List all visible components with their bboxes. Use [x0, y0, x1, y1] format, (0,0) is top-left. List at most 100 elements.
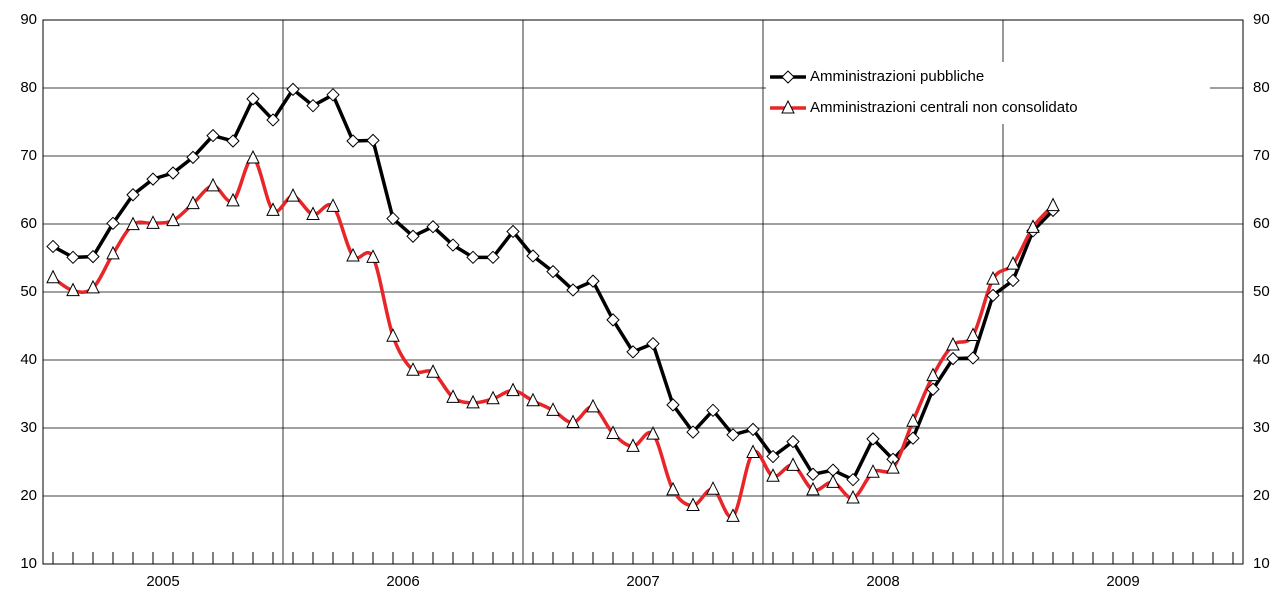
y-tick-label: 40 [20, 351, 37, 368]
marker [706, 403, 720, 418]
marker [406, 229, 420, 243]
marker [506, 224, 520, 239]
marker [506, 382, 520, 397]
marker [346, 247, 360, 262]
y2-tick-label: 50 [1253, 283, 1270, 300]
marker [386, 328, 400, 342]
marker [781, 70, 795, 84]
y-tick-label: 50 [20, 283, 37, 300]
marker [106, 245, 120, 260]
marker [1006, 273, 1020, 288]
marker [1046, 197, 1060, 212]
marker [706, 481, 720, 495]
marker [286, 188, 300, 202]
marker [686, 497, 700, 512]
y2-tick-label: 80 [1253, 79, 1270, 96]
marker [446, 238, 460, 252]
y-tick-label: 60 [20, 215, 37, 232]
y2-tick-label: 90 [1253, 11, 1270, 28]
marker [986, 270, 1000, 285]
y2-tick-label: 20 [1253, 487, 1270, 504]
marker [126, 216, 140, 231]
marker [546, 402, 560, 416]
marker [246, 149, 260, 164]
series-line [52, 87, 1055, 482]
marker [66, 282, 80, 297]
y-tick-label: 20 [20, 487, 37, 504]
marker [326, 88, 340, 102]
marker [586, 398, 600, 413]
marker [486, 390, 500, 405]
marker [626, 345, 640, 359]
marker [126, 188, 140, 202]
marker [406, 362, 420, 376]
marker [486, 250, 500, 265]
marker [86, 249, 100, 264]
marker [846, 472, 860, 487]
marker [86, 279, 100, 294]
marker [886, 460, 900, 474]
marker [166, 212, 180, 227]
marker [966, 327, 980, 342]
marker [346, 134, 360, 148]
marker [626, 438, 640, 452]
marker [781, 99, 795, 114]
marker [906, 431, 920, 445]
marker [1026, 219, 1040, 233]
plot-frame [42, 19, 1244, 565]
y2-tick-label: 70 [1253, 147, 1270, 164]
marker [366, 249, 380, 263]
x-group-label: 2008 [866, 573, 899, 590]
x-group-label: 2006 [386, 573, 419, 590]
marker [526, 392, 540, 407]
marker [746, 444, 760, 458]
marker [926, 382, 940, 396]
marker [46, 269, 60, 284]
marker [306, 206, 320, 220]
marker [586, 274, 600, 288]
marker [646, 336, 660, 351]
marker [946, 351, 960, 366]
marker [226, 192, 240, 207]
marker [266, 202, 280, 216]
x-group-label: 2007 [626, 573, 659, 590]
marker [46, 239, 60, 254]
y2-tick-label: 10 [1253, 555, 1270, 572]
y-tick-label: 10 [20, 555, 37, 572]
marker [746, 422, 760, 437]
marker [826, 474, 840, 488]
marker [866, 464, 880, 478]
y-tick-label: 80 [20, 79, 37, 96]
marker [766, 449, 780, 464]
legend-label: Amministrazioni centrali non consolidato [810, 99, 1078, 116]
marker [606, 313, 620, 327]
marker [246, 92, 260, 106]
marker [726, 428, 740, 442]
y2-tick-label: 40 [1253, 351, 1270, 368]
marker [326, 198, 340, 212]
marker [366, 133, 380, 148]
x-group-label: 2005 [146, 573, 179, 590]
marker [146, 172, 160, 186]
marker [426, 220, 440, 234]
marker [1006, 256, 1020, 270]
marker [726, 508, 740, 522]
marker [106, 216, 120, 231]
marker [906, 413, 920, 427]
marker [386, 211, 400, 226]
marker [926, 367, 940, 382]
marker [946, 336, 960, 351]
y2-tick-label: 30 [1253, 419, 1270, 436]
marker [146, 215, 160, 229]
marker [446, 389, 460, 403]
marker [66, 250, 80, 265]
marker [766, 468, 780, 482]
marker [226, 134, 240, 148]
marker [166, 166, 180, 180]
marker [966, 351, 980, 365]
marker [666, 481, 680, 496]
marker [186, 150, 200, 165]
x-group-label: 2009 [1106, 573, 1139, 590]
marker [426, 364, 440, 378]
